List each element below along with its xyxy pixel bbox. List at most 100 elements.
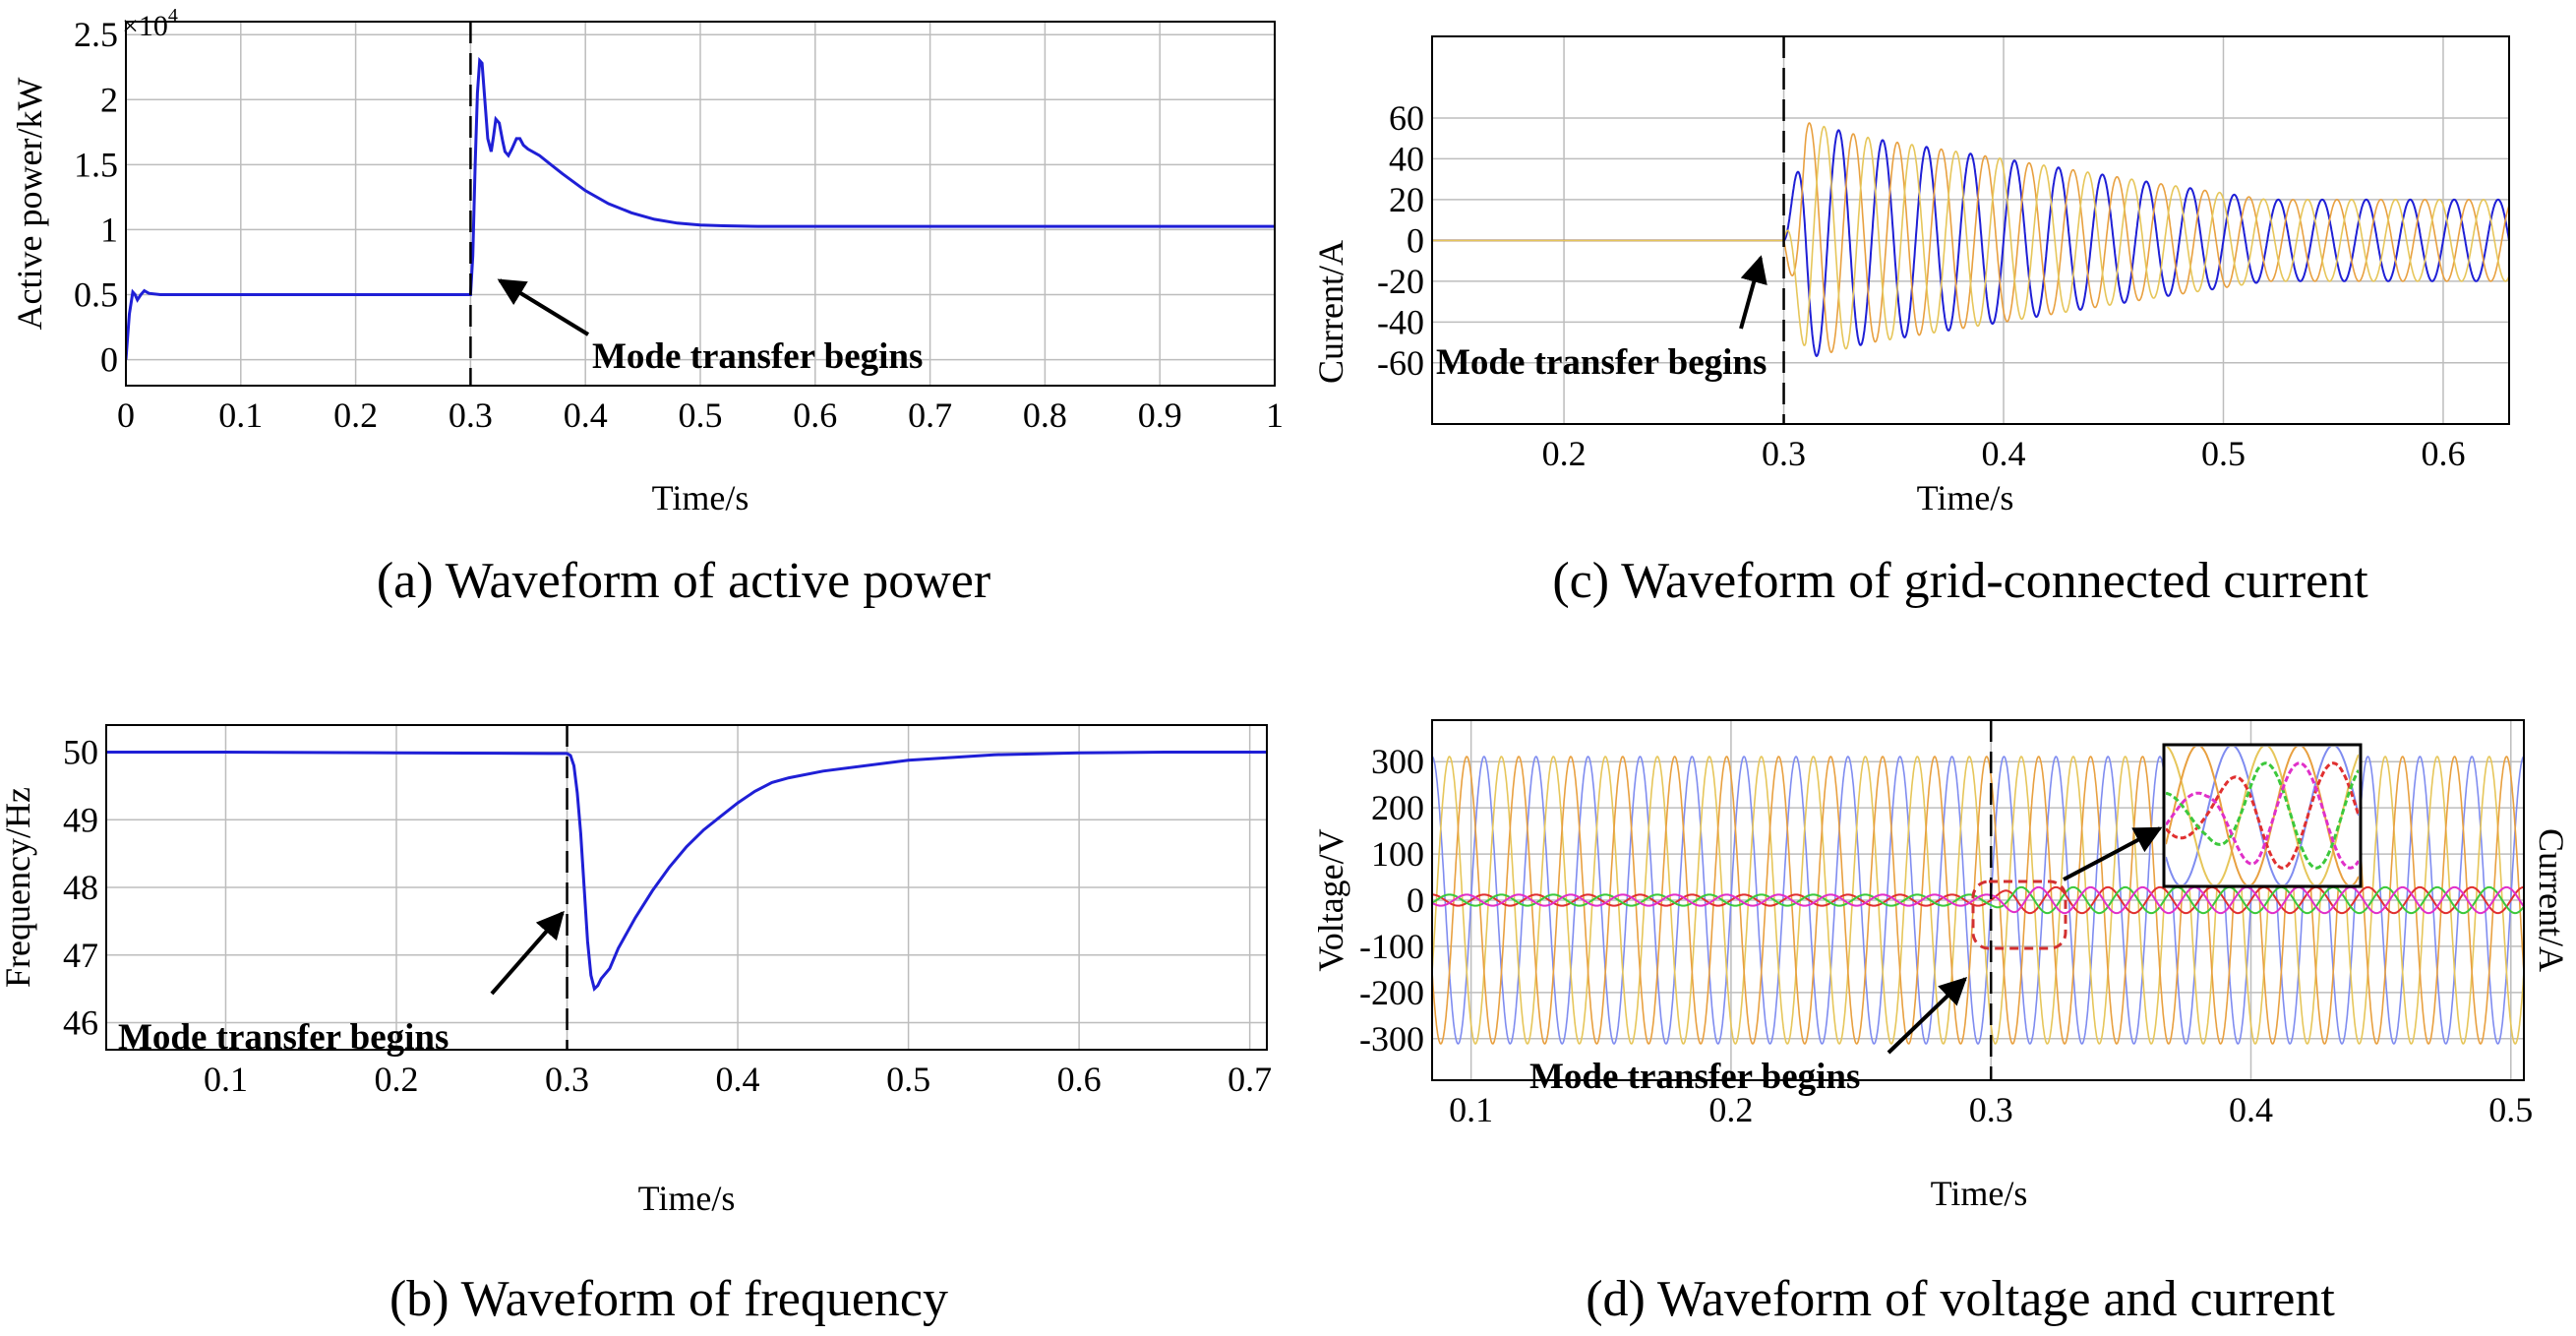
panel-d: 0.1 0.2 0.3 0.4 0.5 -300 -200 -100 0 100 200 300 V… [1311, 719, 2571, 1327]
panel-b-x-tick-label: 0.1 [204, 1060, 248, 1099]
panel-d-current-lines [1432, 885, 2524, 915]
panel-d-y-tick-label: -300 [1359, 1019, 1424, 1059]
panel-c-x-ticks: 0.2 0.3 0.4 0.5 0.6 [1542, 434, 2466, 473]
panel-b: 0.1 0.2 0.3 0.4 0.5 0.6 0.7 46 47 48 49 50 Frequen… [0, 724, 1272, 1327]
panel-a-x-tick-label: 0.3 [449, 395, 493, 435]
panel-a-xlabel: Time/s [652, 478, 749, 517]
panel-a-x-tick-label: 0.5 [679, 395, 723, 435]
panel-a-ylabel: Active power/kW [10, 78, 49, 331]
panel-c-x-tick-label: 0.6 [2421, 434, 2465, 473]
panel-a-annotation: Mode transfer begins [592, 336, 923, 377]
panel-d-current-phase-line [1432, 885, 2524, 915]
panel-c-x-tick-label: 0.5 [2201, 434, 2246, 473]
panel-d-y-tick-label: -200 [1359, 973, 1424, 1012]
panel-b-x-tick-label: 0.2 [375, 1060, 419, 1099]
panel-a-x-tick-label: 0.8 [1023, 395, 1067, 435]
panel-c-y-tick-label: -20 [1377, 262, 1424, 301]
panel-b-y-tick-label: 49 [63, 800, 98, 839]
panel-d-zoom-region [1971, 880, 2067, 950]
panel-a-x-tick-label: 0.6 [793, 395, 837, 435]
panel-d-inset-current-line [2166, 761, 2359, 870]
panel-c-y-tick-label: 20 [1389, 180, 1424, 219]
panel-c-x-tick-label: 0.2 [1542, 434, 1587, 473]
panel-d-y-tick-label: 100 [1371, 834, 1424, 874]
panel-c-plot-frame [1431, 35, 2510, 425]
panel-a: 0 0.1 0.2 0.3 0.4 0.5 0.6 0.7 0.8 0.9 1 0 0.5 1 1.5 2 2… [10, 5, 1284, 609]
panel-b-y-tick-label: 47 [63, 936, 98, 975]
panel-a-annotation-arrow [497, 278, 590, 336]
panel-a-x-tick-label: 0.9 [1138, 395, 1182, 435]
panel-a-y-tick-label: 1.5 [74, 145, 118, 184]
panel-d-current-phase-line [1432, 885, 2524, 915]
panel-c-current-phase-line [1432, 125, 2509, 350]
panel-b-x-tick-label: 0.6 [1057, 1060, 1102, 1099]
panel-c-y-tick-label: -60 [1377, 343, 1424, 383]
panel-a-x-tick-label: 0 [117, 395, 135, 435]
panel-d-ylabel-right: Current/A [2532, 828, 2571, 972]
panel-b-x-tick-label: 0.3 [545, 1060, 589, 1099]
panel-a-y-tick-label: 0 [100, 340, 118, 380]
panel-b-caption: (b) Waveform of frequency [389, 1271, 948, 1327]
panel-a-x-tick-label: 0.7 [908, 395, 952, 435]
panel-c-y-tick-label: -40 [1377, 302, 1424, 341]
panel-b-grid [106, 725, 1267, 1050]
panel-a-x-tick-label: 0.1 [218, 395, 263, 435]
panel-a-y-tick-label: 2 [100, 80, 118, 119]
panel-a-power-line [126, 56, 1275, 360]
panel-c-x-tick-label: 0.4 [1982, 434, 2026, 473]
panel-d-x-tick-label: 0.4 [2229, 1090, 2273, 1129]
panel-a-y-ticks: 0 0.5 1 1.5 2 2.5 [74, 15, 118, 379]
panel-c-caption: (c) Waveform of grid-connected current [1552, 553, 2368, 609]
panel-d-y-tick-label: -100 [1359, 927, 1424, 966]
panel-a-x-ticks: 0 0.1 0.2 0.3 0.4 0.5 0.6 0.7 0.8 0.9 1 [117, 395, 1284, 435]
panel-b-y-tick-label: 50 [63, 733, 98, 772]
panel-d-y-tick-label: 200 [1371, 788, 1424, 827]
panel-c-annotation-arrow [1739, 255, 1767, 330]
panel-b-x-tick-label: 0.4 [716, 1060, 760, 1099]
panel-c-y-tick-label: 0 [1407, 220, 1424, 260]
panel-b-y-tick-label: 46 [63, 1003, 98, 1043]
panel-b-y-ticks: 46 47 48 49 50 [63, 733, 98, 1043]
panel-d-plot-frame [1431, 719, 2525, 1081]
panel-a-caption: (a) Waveform of active power [377, 553, 990, 609]
panel-d-x-tick-label: 0.1 [1449, 1090, 1493, 1129]
panel-d-y-tick-label: 300 [1371, 742, 1424, 781]
panel-c-current-lines [1432, 122, 2509, 357]
panel-a-y-tick-label: 2.5 [74, 15, 118, 54]
panel-b-ylabel: Frequency/Hz [0, 787, 37, 988]
panel-a-x-tick-label: 0.4 [564, 395, 608, 435]
panel-d-annotation: Mode transfer begins [1529, 1057, 1860, 1097]
panel-d-x-tick-label: 0.2 [1708, 1090, 1753, 1129]
panel-c-xlabel: Time/s [1917, 478, 2014, 517]
panel-d-zoom-arrow [2063, 826, 2163, 881]
panel-d-voltage-phase-line [1432, 756, 2524, 1045]
panel-b-annotation-arrow [490, 910, 565, 996]
panel-a-x-tick-label: 0.2 [333, 395, 378, 435]
panel-d-inset-current-line [2166, 761, 2359, 870]
panel-b-x-ticks: 0.1 0.2 0.3 0.4 0.5 0.6 0.7 [204, 1060, 1272, 1099]
panel-c-annotation: Mode transfer begins [1436, 342, 1767, 383]
panel-d-inset-voltage-line [2166, 747, 2359, 884]
panel-d-y-ticks: -300 -200 -100 0 100 200 300 [1359, 742, 1424, 1059]
panel-a-y-tick-label: 1 [100, 210, 118, 249]
panel-b-x-tick-label: 0.7 [1228, 1060, 1272, 1099]
panel-a-grid [125, 22, 1276, 386]
panel-d-zoom-inset-lines [2166, 747, 2359, 884]
panel-b-annotation: Mode transfer begins [118, 1017, 449, 1058]
panel-c-current-phase-line [1432, 122, 2509, 354]
panel-c-y-tick-label: 60 [1389, 98, 1424, 138]
panel-d-x-tick-label: 0.3 [1969, 1090, 2013, 1129]
panel-d-x-ticks: 0.1 0.2 0.3 0.4 0.5 [1449, 1090, 2533, 1129]
panel-b-xlabel: Time/s [638, 1179, 736, 1218]
panel-d-ylabel: Voltage/V [1311, 828, 1350, 971]
panel-d-caption: (d) Waveform of voltage and current [1586, 1271, 2335, 1327]
panel-c-x-tick-label: 0.3 [1762, 434, 1806, 473]
panel-a-y-tick-label: 0.5 [74, 275, 118, 315]
panel-d-annotation-arrow [1887, 977, 1968, 1055]
panel-d-y-tick-label: 0 [1407, 881, 1424, 920]
panel-b-y-tick-label: 48 [63, 868, 98, 907]
panel-c-y-tick-label: 40 [1389, 139, 1424, 178]
panel-c-ylabel: Current/A [1311, 240, 1350, 384]
